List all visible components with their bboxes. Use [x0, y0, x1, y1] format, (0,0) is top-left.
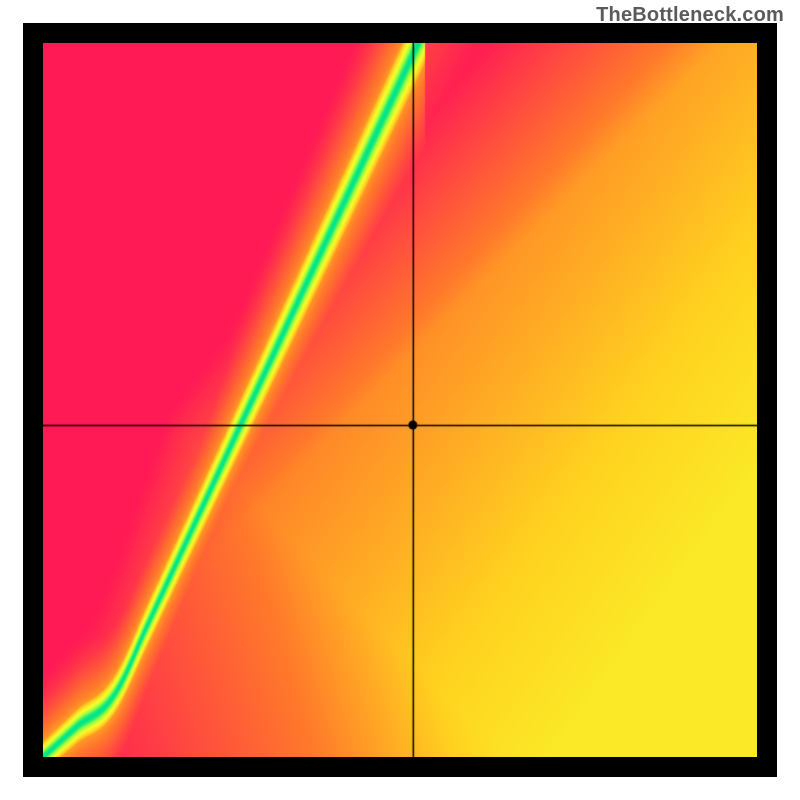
heatmap-canvas — [43, 43, 757, 757]
chart-container: TheBottleneck.com — [0, 0, 800, 800]
plot-outer-frame — [23, 23, 777, 777]
plot-inner — [43, 43, 757, 757]
